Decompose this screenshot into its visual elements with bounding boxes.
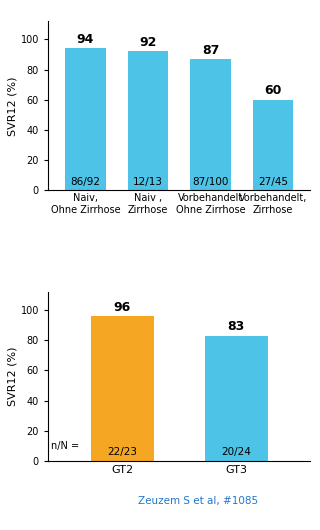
Text: 94: 94	[77, 33, 94, 46]
Bar	[252, 100, 293, 190]
Bar	[205, 335, 268, 461]
Bar	[128, 51, 168, 190]
Text: 20/24: 20/24	[221, 447, 251, 457]
Bar	[65, 48, 106, 190]
Text: n/N =: n/N =	[52, 440, 80, 450]
Text: 22/23: 22/23	[107, 447, 137, 457]
Bar	[91, 316, 154, 461]
Y-axis label: SVR12 (%): SVR12 (%)	[8, 347, 18, 407]
Text: 12/13: 12/13	[133, 176, 163, 187]
Bar	[190, 59, 231, 190]
Text: 27/45: 27/45	[258, 176, 288, 187]
Text: 87: 87	[202, 43, 219, 57]
Text: 83: 83	[228, 321, 245, 333]
Text: 87/100: 87/100	[192, 176, 228, 187]
Text: 86/92: 86/92	[70, 176, 100, 187]
Text: 92: 92	[139, 36, 157, 49]
Text: Zeuzem S et al, #1085: Zeuzem S et al, #1085	[138, 496, 259, 506]
Y-axis label: SVR12 (%): SVR12 (%)	[8, 76, 18, 136]
Text: 60: 60	[264, 84, 282, 98]
Text: 96: 96	[114, 301, 131, 314]
